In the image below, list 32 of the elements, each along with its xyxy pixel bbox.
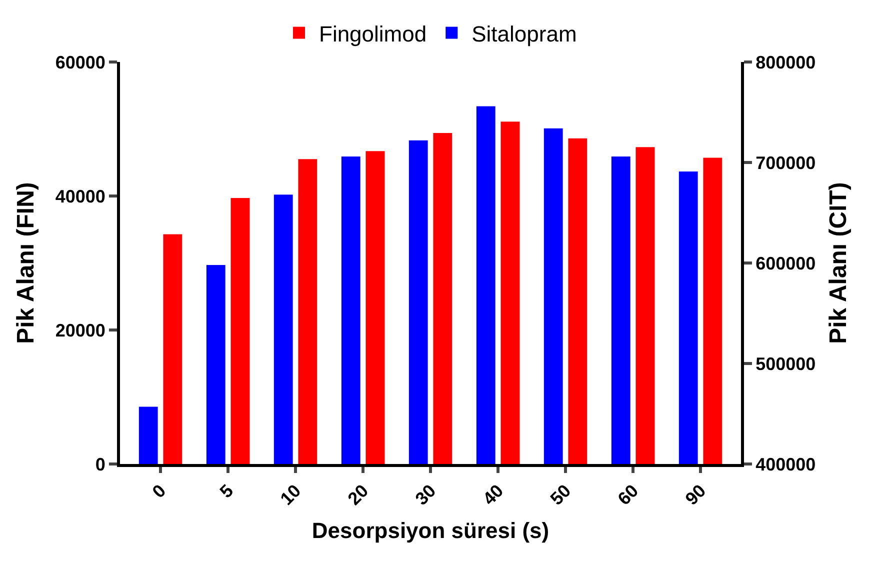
y2-axis-title: Pik Alanı (CIT) <box>824 182 852 344</box>
bar <box>366 151 385 464</box>
bar <box>636 147 655 464</box>
y-tick-label: 0 <box>95 454 106 474</box>
x-axis-title: Desorpsiyon süresi (s) <box>312 518 550 543</box>
bar <box>568 138 588 464</box>
y2-tick-label: 800000 <box>756 52 816 72</box>
legend-label: Sitalopram <box>472 21 577 46</box>
x-tick-label: 60 <box>614 480 642 509</box>
y2-tick-label: 400000 <box>756 454 816 474</box>
x-tick-label: 50 <box>546 480 575 509</box>
x-tick-label: 30 <box>411 480 440 509</box>
y-tick-label: 40000 <box>55 186 106 206</box>
y2-tick-label: 500000 <box>756 354 816 374</box>
bar <box>500 122 520 464</box>
bar <box>163 234 182 464</box>
x-tick-label: 40 <box>478 480 508 509</box>
x-tick-label: 10 <box>276 480 305 509</box>
bar <box>230 198 250 464</box>
y2-tick-label: 700000 <box>756 152 816 173</box>
x-tick-label: 90 <box>681 480 710 509</box>
y-tick-label: 20000 <box>55 320 106 340</box>
y2-tick-label: 600000 <box>756 253 816 274</box>
x-tick-label: 5 <box>216 480 238 502</box>
x-tick-label: 0 <box>148 480 170 502</box>
bar <box>298 159 318 464</box>
bar <box>433 133 452 464</box>
y-axis-title: Pik Alanı (FIN) <box>12 182 40 344</box>
y-tick-label: 60000 <box>55 52 106 72</box>
x-tick-label: 20 <box>344 480 372 509</box>
legend-label: Fingolimod <box>319 21 427 46</box>
bar <box>703 158 722 464</box>
